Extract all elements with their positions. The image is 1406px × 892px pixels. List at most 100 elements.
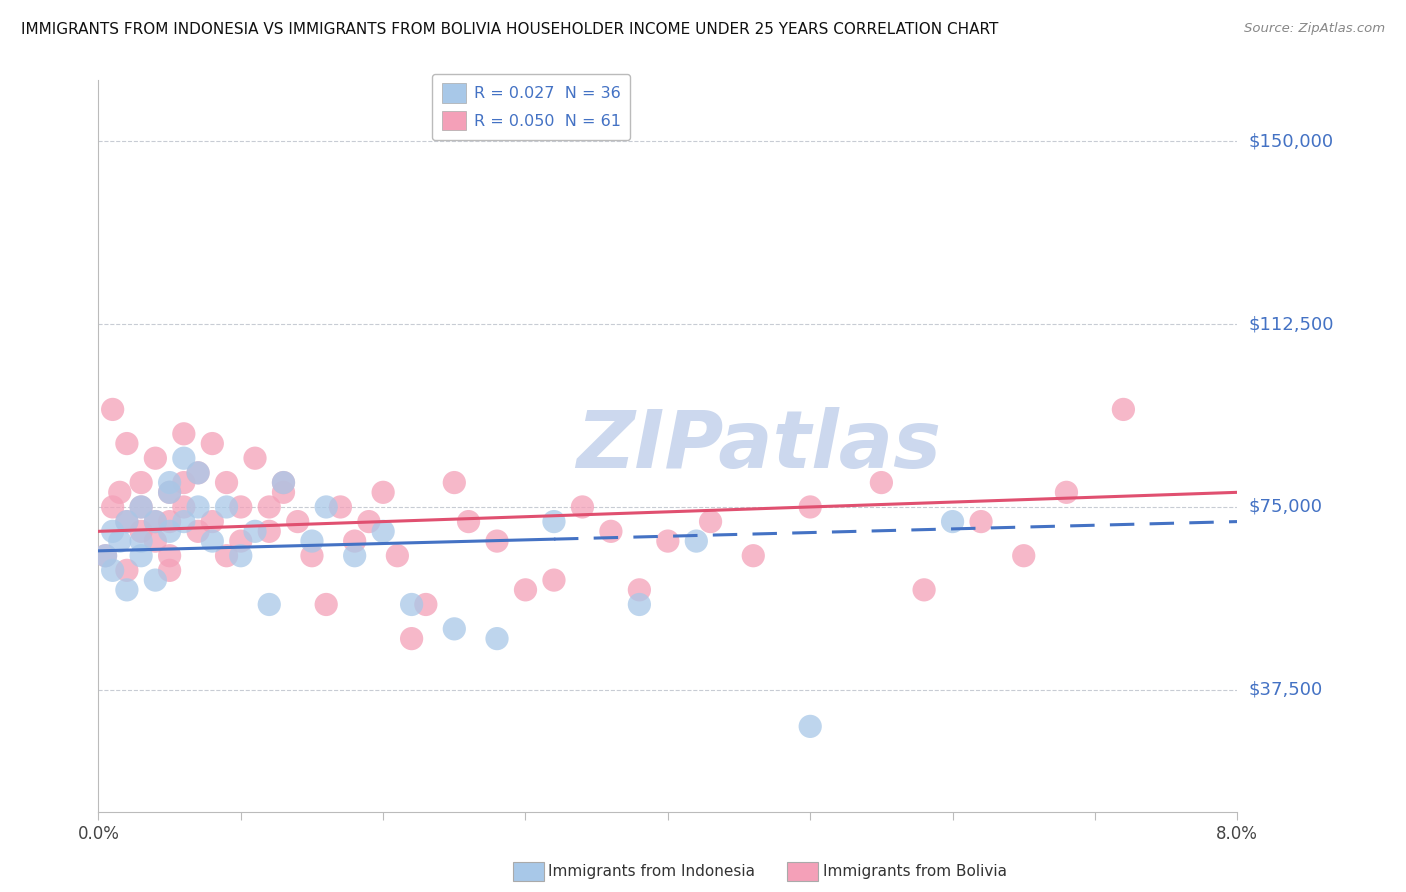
Point — [101, 500, 124, 514]
Point — [1112, 402, 1135, 417]
Point — [159, 524, 181, 539]
Point — [173, 500, 195, 514]
Point — [159, 563, 181, 577]
Point — [101, 524, 124, 539]
Point — [108, 485, 131, 500]
Point — [387, 549, 409, 563]
Point — [159, 549, 181, 563]
Point — [401, 632, 423, 646]
Point — [628, 582, 651, 597]
Point — [215, 549, 238, 563]
Point — [145, 573, 167, 587]
Point — [215, 475, 238, 490]
Point — [273, 475, 295, 490]
Point — [543, 573, 565, 587]
Point — [173, 515, 195, 529]
Point — [129, 500, 152, 514]
Point — [657, 534, 679, 549]
Text: $75,000: $75,000 — [1249, 498, 1323, 516]
Point — [1056, 485, 1078, 500]
Point — [145, 515, 167, 529]
Point — [371, 485, 394, 500]
Point — [273, 485, 295, 500]
Point — [129, 524, 152, 539]
Point — [229, 549, 252, 563]
Point — [685, 534, 707, 549]
Text: ZIPatlas: ZIPatlas — [576, 407, 942, 485]
Point — [742, 549, 765, 563]
Point — [115, 515, 138, 529]
Point — [315, 598, 337, 612]
Point — [101, 402, 124, 417]
Point — [94, 549, 117, 563]
Point — [201, 436, 224, 450]
Point — [799, 719, 821, 733]
Point — [287, 515, 309, 529]
Point — [486, 632, 509, 646]
Point — [486, 534, 509, 549]
Point — [108, 534, 131, 549]
Point — [600, 524, 623, 539]
Point — [357, 515, 380, 529]
Point — [229, 500, 252, 514]
Point — [229, 534, 252, 549]
Text: Immigrants from Indonesia: Immigrants from Indonesia — [548, 864, 755, 879]
Point — [145, 515, 167, 529]
Point — [799, 500, 821, 514]
Point — [315, 500, 337, 514]
Point — [201, 534, 224, 549]
Text: IMMIGRANTS FROM INDONESIA VS IMMIGRANTS FROM BOLIVIA HOUSEHOLDER INCOME UNDER 25: IMMIGRANTS FROM INDONESIA VS IMMIGRANTS … — [21, 22, 998, 37]
Point — [115, 563, 138, 577]
Point — [243, 524, 266, 539]
Point — [187, 466, 209, 480]
Point — [942, 515, 965, 529]
Point — [115, 436, 138, 450]
Point — [443, 622, 465, 636]
Point — [415, 598, 437, 612]
Point — [628, 598, 651, 612]
Point — [159, 485, 181, 500]
Point — [129, 534, 152, 549]
Point — [101, 563, 124, 577]
Point — [515, 582, 537, 597]
Point — [870, 475, 893, 490]
Point — [129, 475, 152, 490]
Point — [457, 515, 479, 529]
Point — [173, 426, 195, 441]
Point — [159, 485, 181, 500]
Point — [1012, 549, 1035, 563]
Point — [343, 534, 366, 549]
Point — [201, 515, 224, 529]
Point — [259, 524, 281, 539]
Point — [970, 515, 993, 529]
Text: Immigrants from Bolivia: Immigrants from Bolivia — [823, 864, 1007, 879]
Point — [329, 500, 352, 514]
Text: $37,500: $37,500 — [1249, 681, 1323, 698]
Point — [301, 549, 323, 563]
Point — [187, 524, 209, 539]
Point — [115, 582, 138, 597]
Point — [173, 451, 195, 466]
Point — [912, 582, 935, 597]
Point — [699, 515, 721, 529]
Point — [145, 451, 167, 466]
Point — [343, 549, 366, 563]
Point — [215, 500, 238, 514]
Text: $150,000: $150,000 — [1249, 132, 1333, 150]
Point — [94, 549, 117, 563]
Point — [571, 500, 593, 514]
Legend: R = 0.027  N = 36, R = 0.050  N = 61: R = 0.027 N = 36, R = 0.050 N = 61 — [432, 74, 630, 140]
Point — [401, 598, 423, 612]
Point — [371, 524, 394, 539]
Point — [173, 475, 195, 490]
Text: Source: ZipAtlas.com: Source: ZipAtlas.com — [1244, 22, 1385, 36]
Point — [259, 500, 281, 514]
Point — [129, 500, 152, 514]
Point — [259, 598, 281, 612]
Point — [543, 515, 565, 529]
Point — [187, 500, 209, 514]
Point — [301, 534, 323, 549]
Text: $112,500: $112,500 — [1249, 315, 1334, 333]
Point — [129, 549, 152, 563]
Point — [159, 475, 181, 490]
